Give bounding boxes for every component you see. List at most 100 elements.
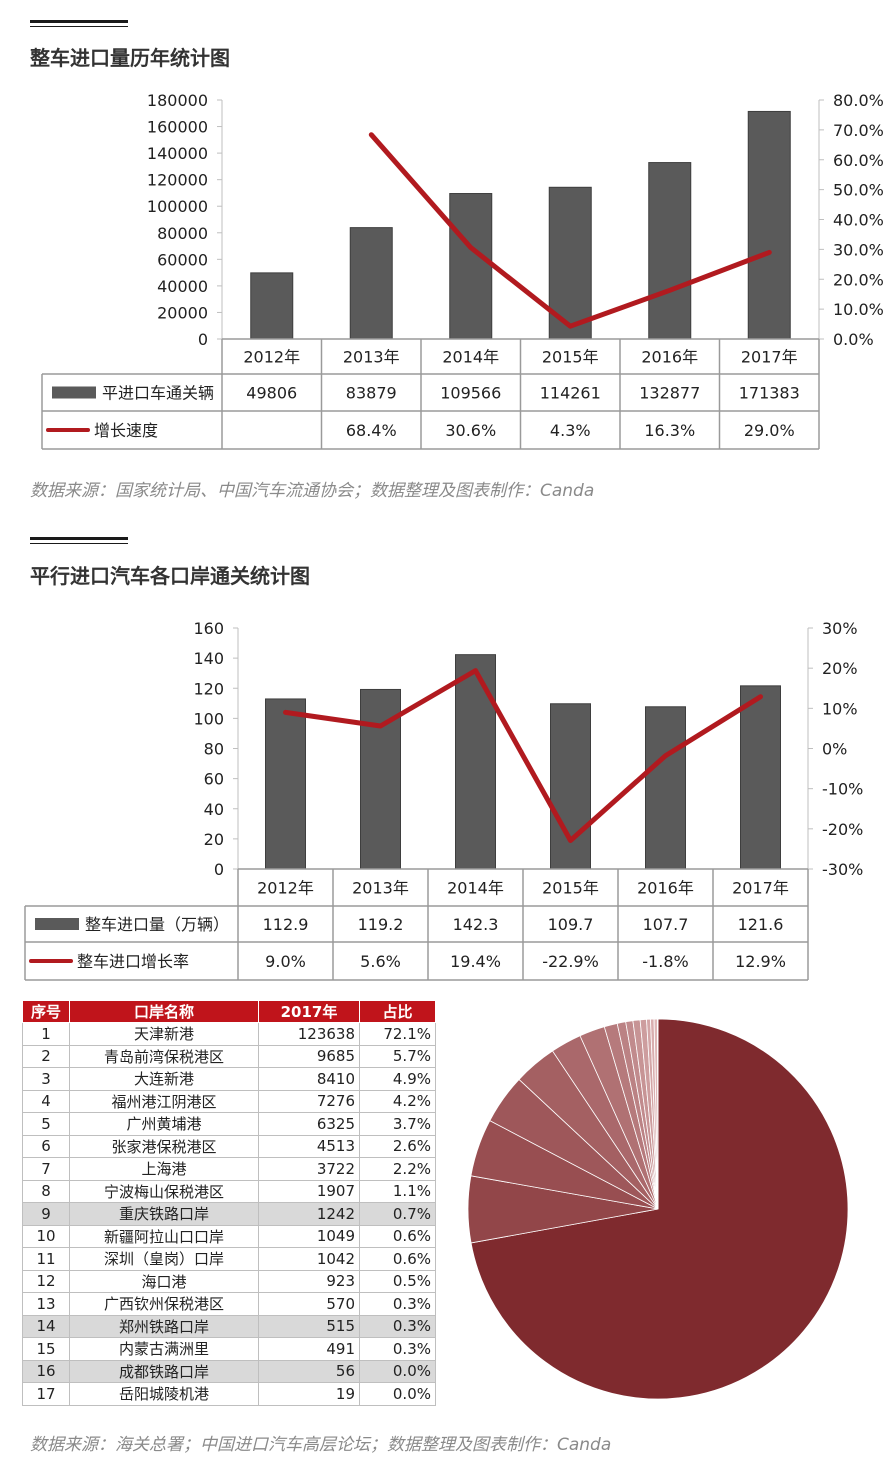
bar (740, 685, 781, 870)
cell-index: 10 (22, 1224, 70, 1248)
y2-tick-label: 50.0% (833, 181, 884, 200)
cell-volume-2017: 515 (258, 1314, 360, 1338)
pie-chart (467, 1018, 849, 1400)
bar (349, 227, 393, 340)
cell-share: 0.3% (359, 1337, 436, 1361)
section2-source: 数据来源：海关总署；中国进口汽车高层论坛；数据整理及图表制作：Canda (30, 1435, 612, 1455)
y2-tick-label: 60.0% (833, 151, 884, 170)
cell-volume-2017: 56 (258, 1359, 360, 1383)
y-tick-label: 40000 (157, 277, 208, 296)
cell-share: 0.7% (359, 1202, 436, 1226)
cell-index: 8 (22, 1179, 70, 1203)
cell-port-name: 大连新港 (69, 1067, 259, 1091)
x-tick-label: 2014年 (442, 348, 499, 367)
y2-tick-label: 20% (822, 659, 858, 678)
bar (747, 110, 791, 340)
cell-volume-2017: 123638 (258, 1022, 360, 1046)
cell-port-name: 天津新港 (69, 1022, 259, 1046)
pie-slice (470, 1018, 849, 1400)
data-label-bar: 119.2 (358, 915, 404, 934)
cell-volume-2017: 1049 (258, 1224, 360, 1248)
cell-port-name: 新疆阿拉山口口岸 (69, 1224, 259, 1248)
x-tick-label: 2016年 (641, 348, 698, 367)
cell-index: 4 (22, 1089, 70, 1113)
data-label-line: 5.6% (360, 952, 401, 971)
cell-port-name: 福州港江阴港区 (69, 1089, 259, 1113)
data-label-bar: 109566 (440, 384, 501, 403)
y2-tick-label: 20.0% (833, 270, 884, 289)
y-tick-label: 80000 (157, 224, 208, 243)
table-row: 2 青岛前湾保税港区 9685 5.7% (22, 1044, 436, 1068)
cell-volume-2017: 6325 (258, 1112, 360, 1136)
data-label-bar: 114261 (540, 384, 601, 403)
cell-port-name: 广西钦州保税港区 (69, 1292, 259, 1316)
y-tick-label: 80 (204, 740, 224, 759)
data-label-bar: 132877 (639, 384, 700, 403)
data-label-bar: 83879 (346, 384, 397, 403)
table-row: 1 天津新港 123638 72.1% (22, 1022, 436, 1046)
ports-table: 序号 口岸名称 2017年 占比 1 天津新港 123638 72.1% 2 青岛前湾保税… (22, 1000, 436, 1406)
y-tick-label: 140 (193, 649, 224, 668)
y2-tick-label: 10.0% (833, 300, 884, 319)
cell-port-name: 海口港 (69, 1269, 259, 1293)
data-label-line: -1.8% (642, 952, 688, 971)
bar (265, 698, 306, 870)
y2-tick-label: 0% (822, 740, 847, 759)
cell-port-name: 重庆铁路口岸 (69, 1202, 259, 1226)
cell-volume-2017: 3722 (258, 1157, 360, 1181)
data-label-bar: 49806 (246, 384, 297, 403)
cell-port-name: 青岛前湾保税港区 (69, 1044, 259, 1068)
cell-index: 13 (22, 1292, 70, 1316)
col-header-share: 占比 (359, 1000, 436, 1023)
cell-share: 2.2% (359, 1157, 436, 1181)
line-point (768, 251, 771, 254)
y-tick-label: 60 (204, 770, 224, 789)
bar (550, 703, 591, 870)
table-row: 7 上海港 3722 2.2% (22, 1157, 436, 1181)
line-point (664, 754, 667, 757)
cell-index: 15 (22, 1337, 70, 1361)
line-point (759, 695, 762, 698)
y2-tick-label: 70.0% (833, 121, 884, 140)
table-row: 8 宁波梅山保税港区 1907 1.1% (22, 1179, 436, 1203)
section1-title: 整车进口量历年统计图 (30, 46, 230, 70)
data-label-line: 29.0% (744, 421, 795, 440)
cell-port-name: 广州黄埔港 (69, 1112, 259, 1136)
data-label-bar: 107.7 (643, 915, 689, 934)
y-tick-label: 160000 (147, 118, 208, 137)
cell-index: 7 (22, 1157, 70, 1181)
cell-share: 0.5% (359, 1269, 436, 1293)
x-tick-label: 2015年 (542, 879, 599, 898)
ports-table-header: 序号 口岸名称 2017年 占比 (22, 1000, 436, 1023)
x-tick-label: 2015年 (542, 348, 599, 367)
cell-volume-2017: 491 (258, 1337, 360, 1361)
cell-share: 5.7% (359, 1044, 436, 1068)
cell-volume-2017: 1907 (258, 1179, 360, 1203)
legend-bar-swatch (35, 918, 79, 930)
x-tick-label: 2012年 (243, 348, 300, 367)
table-row: 14 郑州铁路口岸 515 0.3% (22, 1314, 436, 1338)
y-tick-label: 60000 (157, 250, 208, 269)
y2-tick-label: 40.0% (833, 211, 884, 230)
col-header-port: 口岸名称 (69, 1000, 259, 1023)
cell-share: 0.0% (359, 1382, 436, 1406)
x-tick-label: 2017年 (732, 879, 789, 898)
cell-port-name: 宁波梅山保税港区 (69, 1179, 259, 1203)
y-tick-label: 40 (204, 800, 224, 819)
cell-share: 0.3% (359, 1314, 436, 1338)
y-tick-label: 160 (193, 619, 224, 638)
cell-share: 0.3% (359, 1292, 436, 1316)
line-point (569, 839, 572, 842)
cell-volume-2017: 8410 (258, 1067, 360, 1091)
cell-index: 11 (22, 1247, 70, 1271)
cell-port-name: 成都铁路口岸 (69, 1359, 259, 1383)
data-label-bar: 121.6 (738, 915, 784, 934)
y2-tick-label: -20% (822, 820, 863, 839)
y-tick-label: 20 (204, 830, 224, 849)
chart1-import-volume: 180000 160000 140000 120000 100000 80000 60000… (41, 91, 884, 450)
chart2-parallel-import: 160 140 120 100 80 60 40 20 0 30% 20% 10% 0% -10% -20%… (24, 619, 863, 981)
cell-share: 1.1% (359, 1179, 436, 1203)
data-label-line: 12.9% (735, 952, 786, 971)
bar (449, 193, 493, 340)
cell-volume-2017: 923 (258, 1269, 360, 1293)
